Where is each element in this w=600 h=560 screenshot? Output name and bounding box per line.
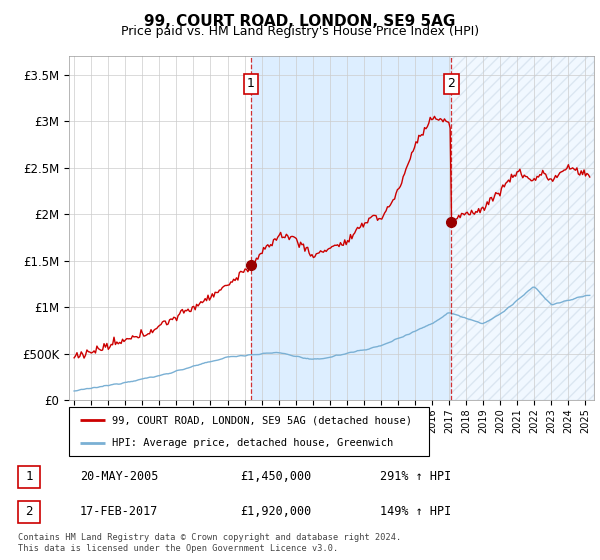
Text: Price paid vs. HM Land Registry's House Price Index (HPI): Price paid vs. HM Land Registry's House … xyxy=(121,25,479,38)
FancyBboxPatch shape xyxy=(18,465,40,488)
Text: 291% ↑ HPI: 291% ↑ HPI xyxy=(380,470,451,483)
Text: 1: 1 xyxy=(247,77,255,90)
FancyBboxPatch shape xyxy=(18,501,40,523)
Bar xyxy=(451,56,594,400)
Text: HPI: Average price, detached house, Greenwich: HPI: Average price, detached house, Gree… xyxy=(112,438,394,448)
Text: 2: 2 xyxy=(447,77,455,90)
Text: £1,920,000: £1,920,000 xyxy=(240,505,311,518)
Text: Contains HM Land Registry data © Crown copyright and database right 2024.
This d: Contains HM Land Registry data © Crown c… xyxy=(18,533,401,553)
Text: 99, COURT ROAD, LONDON, SE9 5AG (detached house): 99, COURT ROAD, LONDON, SE9 5AG (detache… xyxy=(112,416,412,426)
Text: 149% ↑ HPI: 149% ↑ HPI xyxy=(380,505,451,518)
Bar xyxy=(251,56,451,400)
Text: 2: 2 xyxy=(25,505,33,518)
Text: 99, COURT ROAD, LONDON, SE9 5AG: 99, COURT ROAD, LONDON, SE9 5AG xyxy=(145,14,455,29)
FancyBboxPatch shape xyxy=(69,407,429,456)
Text: 17-FEB-2017: 17-FEB-2017 xyxy=(80,505,158,518)
Text: 20-MAY-2005: 20-MAY-2005 xyxy=(80,470,158,483)
Text: 1: 1 xyxy=(25,470,33,483)
Text: £1,450,000: £1,450,000 xyxy=(240,470,311,483)
